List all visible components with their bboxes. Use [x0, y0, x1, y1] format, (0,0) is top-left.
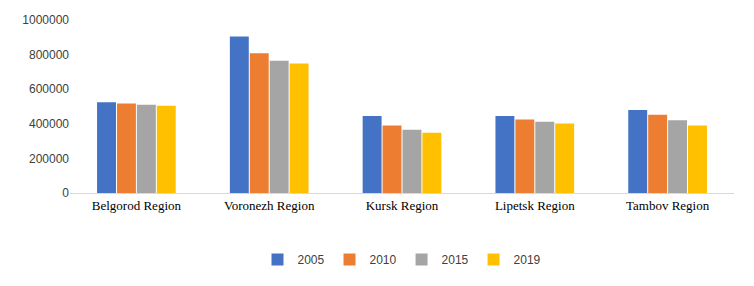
svg-text:2015: 2015 [442, 253, 469, 267]
svg-text:Tambov Region: Tambov Region [626, 198, 710, 213]
svg-text:1000000: 1000000 [22, 13, 69, 27]
svg-text:2010: 2010 [370, 253, 397, 267]
svg-text:Lipetsk Region: Lipetsk Region [495, 198, 575, 213]
svg-text:Voronezh Region: Voronezh Region [224, 198, 315, 213]
svg-text:2005: 2005 [298, 253, 325, 267]
svg-text:Kursk Region: Kursk Region [366, 198, 439, 213]
svg-text:600000: 600000 [29, 82, 69, 96]
svg-text:2019: 2019 [514, 253, 541, 267]
svg-text:0: 0 [62, 186, 69, 200]
svg-text:400000: 400000 [29, 117, 69, 131]
svg-text:800000: 800000 [29, 48, 69, 62]
svg-text:200000: 200000 [29, 152, 69, 166]
svg-text:Belgorod Region: Belgorod Region [92, 198, 182, 213]
